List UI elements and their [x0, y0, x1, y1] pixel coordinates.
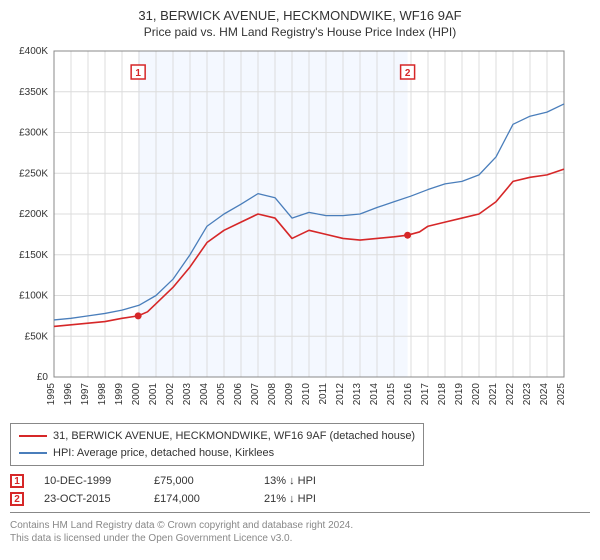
legend-item: 31, BERWICK AVENUE, HECKMONDWIKE, WF16 9… [19, 428, 415, 445]
chart-subtitle: Price paid vs. HM Land Registry's House … [10, 25, 590, 39]
chart-area: £0 £50K £100K £150K £200K £250K £300K £350K £400… [10, 47, 590, 417]
svg-text:2025: 2025 [556, 383, 567, 406]
svg-text:2004: 2004 [199, 383, 210, 406]
svg-text:2022: 2022 [505, 383, 516, 406]
footer-line: This data is licensed under the Open Gov… [10, 532, 590, 545]
svg-text:2005: 2005 [216, 383, 227, 406]
svg-text:£0: £0 [37, 372, 49, 383]
svg-text:2009: 2009 [284, 383, 295, 406]
chart-title: 31, BERWICK AVENUE, HECKMONDWIKE, WF16 9… [10, 8, 590, 23]
svg-text:2012: 2012 [335, 383, 346, 406]
sale-pct: 21% ↓ HPI [264, 493, 354, 505]
svg-text:1999: 1999 [114, 383, 125, 406]
sale-price: £75,000 [154, 475, 244, 487]
svg-text:£350K: £350K [19, 87, 48, 98]
svg-text:1997: 1997 [80, 383, 91, 406]
svg-text:2015: 2015 [386, 383, 397, 406]
sale-date: 23-OCT-2015 [44, 493, 134, 505]
svg-text:2018: 2018 [437, 383, 448, 406]
svg-text:2008: 2008 [267, 383, 278, 406]
svg-text:2011: 2011 [318, 383, 329, 405]
legend-swatch [19, 435, 47, 437]
svg-text:2002: 2002 [165, 383, 176, 406]
svg-text:2003: 2003 [182, 383, 193, 406]
svg-text:2: 2 [405, 68, 411, 79]
sales-table: 1 10-DEC-1999 £75,000 13% ↓ HPI 2 23-OCT-2015… [10, 472, 590, 513]
sale-price: £174,000 [154, 493, 244, 505]
svg-text:1: 1 [135, 68, 141, 79]
svg-text:2000: 2000 [131, 383, 142, 406]
svg-text:1995: 1995 [46, 383, 57, 406]
sale-row: 2 23-OCT-2015 £174,000 21% ↓ HPI [10, 490, 590, 508]
legend-label: HPI: Average price, detached house, Kirk… [53, 445, 274, 462]
legend-swatch [19, 452, 47, 454]
svg-text:£400K: £400K [19, 47, 48, 57]
svg-text:2001: 2001 [148, 383, 159, 406]
svg-text:£200K: £200K [19, 209, 48, 220]
svg-text:£50K: £50K [25, 331, 49, 342]
svg-text:2021: 2021 [488, 383, 499, 406]
svg-text:2006: 2006 [233, 383, 244, 406]
attribution-footer: Contains HM Land Registry data © Crown c… [10, 519, 590, 545]
svg-text:2010: 2010 [301, 383, 312, 406]
svg-text:2017: 2017 [420, 383, 431, 406]
svg-text:£100K: £100K [19, 291, 48, 302]
svg-text:2020: 2020 [471, 383, 482, 406]
sale-marker-box: 1 [10, 474, 24, 488]
svg-text:2007: 2007 [250, 383, 261, 406]
svg-text:£250K: £250K [19, 168, 48, 179]
legend: 31, BERWICK AVENUE, HECKMONDWIKE, WF16 9… [10, 423, 424, 466]
svg-text:2023: 2023 [522, 383, 533, 406]
svg-text:2024: 2024 [539, 383, 550, 406]
sale-marker-box: 2 [10, 492, 24, 506]
footer-line: Contains HM Land Registry data © Crown c… [10, 519, 590, 532]
svg-text:2016: 2016 [403, 383, 414, 406]
svg-text:1996: 1996 [63, 383, 74, 406]
svg-text:£300K: £300K [19, 128, 48, 139]
legend-label: 31, BERWICK AVENUE, HECKMONDWIKE, WF16 9… [53, 428, 415, 445]
legend-item: HPI: Average price, detached house, Kirk… [19, 445, 415, 462]
line-chart: £0 £50K £100K £150K £200K £250K £300K £350K £400… [10, 47, 570, 417]
sale-date: 10-DEC-1999 [44, 475, 134, 487]
svg-text:£150K: £150K [19, 250, 48, 261]
sale-row: 1 10-DEC-1999 £75,000 13% ↓ HPI [10, 472, 590, 490]
svg-text:2019: 2019 [454, 383, 465, 406]
svg-text:2013: 2013 [352, 383, 363, 406]
sale-pct: 13% ↓ HPI [264, 475, 354, 487]
svg-text:1998: 1998 [97, 383, 108, 406]
svg-text:2014: 2014 [369, 383, 380, 406]
